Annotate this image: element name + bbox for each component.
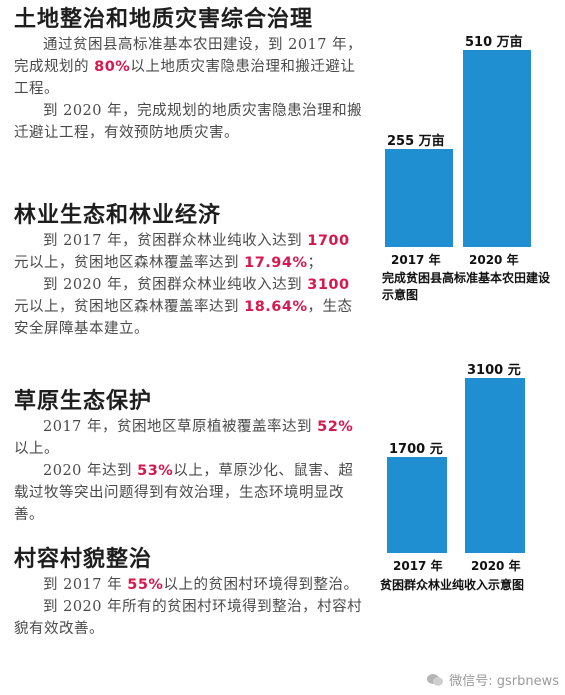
x-tick-label: 2017 年 [391,253,441,267]
bar-value-label: 3100 元 [467,363,521,378]
x-tick-label: 2020 年 [469,253,519,267]
x-tick-label: 2017 年 [393,559,443,573]
highlight-value: 3100 [307,277,350,293]
highlight-value: 17.94% [244,255,308,271]
paragraph-text: 到 2020 年，完成规划的地质灾害隐患治理和搬迁避让工程，有效预防地质灾害。 [14,103,363,141]
highlight-value: 18.64% [244,299,308,315]
highlight-value: 55% [127,577,164,593]
highlight-value: 1700 [307,233,350,249]
x-tick-label: 2020 年 [471,559,521,573]
paragraph: 到 2020 年，完成规划的地质灾害隐患治理和搬迁避让工程，有效预防地质灾害。 [14,100,364,144]
section-land: 土地整治和地质灾害综合治理 通过贫困县高标准基本农田建设，到 2017 年，完成… [14,6,364,144]
paragraph-text: 以上地质灾害隐患治理和搬迁避让工程。 [14,59,356,97]
paragraph-text: 通过贫困县高标准基本农田建设，到 2017 年，完成规划的 [14,37,363,75]
chart-bar [385,148,453,247]
section-title: 土地整治和地质灾害综合治理 [14,7,314,32]
chart-bar [465,378,525,553]
paragraph: 到 2017 年，贫困群众林业纯收入达到 1700 元以上，贫困地区森林覆盖率达… [14,230,364,274]
watermark-text: 微信号: gsrbnews [449,674,559,689]
chart-bar [463,50,531,247]
chart-bar [387,457,447,553]
paragraph-text: 到 2017 年，贫困群众林业纯收入达到 [43,233,308,249]
paragraph-text: 到 2020 年，贫困群众林业纯收入达到 [43,277,308,293]
paragraph: 到 2017 年 55%以上的贫困村环境得到整治。 [14,574,364,596]
chart-caption: 贫困群众林业纯收入示意图 [380,578,525,592]
paragraph-text: 以上。 [14,441,59,457]
paragraph: 2017 年，贫困地区草原植被覆盖率达到 52% 以上。 [14,416,364,460]
paragraph: 通过贫困县高标准基本农田建设，到 2017 年，完成规划的 80%以上地质灾害隐… [14,34,364,100]
section-village: 村容村貌整治 到 2017 年 55%以上的贫困村环境得到整治。 到 2020 … [14,546,364,640]
chart-column: 完成贫困县高标准基本农田建设示意图 255 万亩 2017 年 510 万亩 2020… [372,0,565,695]
paragraph-text: 2020 年达到 [43,463,138,479]
paragraph-text: ； [307,255,323,271]
paragraph-text: 元以上，贫困地区森林覆盖率达到 [14,255,245,271]
section-title: 草原生态保护 [14,389,153,414]
paragraph: 2020 年达到 53%以上，草原沙化、鼠害、超载过牧等突出问题得到有效治理，生… [14,460,364,526]
forestry-income-bar-chart: 贫困群众林业纯收入示意图 1700 元 2017 年 3100 元 2020 年 [372,355,565,615]
paragraph: 到 2020 年所有的贫困村环境得到整治，村容村貌有效改善。 [14,596,364,640]
paragraph-text: 到 2017 年 [43,577,128,593]
section-forestry: 林业生态和林业经济 到 2017 年，贫困群众林业纯收入达到 1700 元以上，… [14,202,364,340]
chart-caption: 完成贫困县高标准基本农田建设示意图 [382,271,551,302]
highlight-value: 80% [94,59,131,75]
farmland-bar-chart: 完成贫困县高标准基本农田建设示意图 255 万亩 2017 年 510 万亩 2020… [372,20,565,310]
paragraph-text: 到 2020 年所有的贫困村环境得到整治，村容村貌有效改善。 [14,599,363,637]
watermark: 微信号: gsrbnews [426,670,559,689]
paragraph-text: ，生态安全屏障基本建立。 [14,299,353,337]
highlight-value: 52% [317,419,354,435]
paragraph: 到 2020 年，贫困群众林业纯收入达到 3100 元以上，贫困地区森林覆盖率达… [14,274,364,340]
section-grassland: 草原生态保护 2017 年，贫困地区草原植被覆盖率达到 52% 以上。 2020 … [14,388,364,526]
wechat-icon [427,673,444,686]
highlight-value: 53% [137,463,174,479]
text-column: 土地整治和地质灾害综合治理 通过贫困县高标准基本农田建设，到 2017 年，完成… [14,6,364,640]
bar-value-label: 255 万亩 [387,133,445,149]
paragraph-text: 以上，草原沙化、鼠害、超载过牧等突出问题得到有效治理，生态环境明显改善。 [14,463,354,523]
bar-value-label: 510 万亩 [465,35,523,50]
section-title: 林业生态和林业经济 [14,203,222,228]
paragraph-text: 2017 年，贫困地区草原植被覆盖率达到 [43,419,318,435]
bar-value-label: 1700 元 [389,442,443,458]
section-title: 村容村貌整治 [14,547,153,572]
paragraph-text: 元以上，贫困地区森林覆盖率达到 [14,299,245,315]
paragraph-text: 以上的贫困村环境得到整治。 [163,577,359,593]
